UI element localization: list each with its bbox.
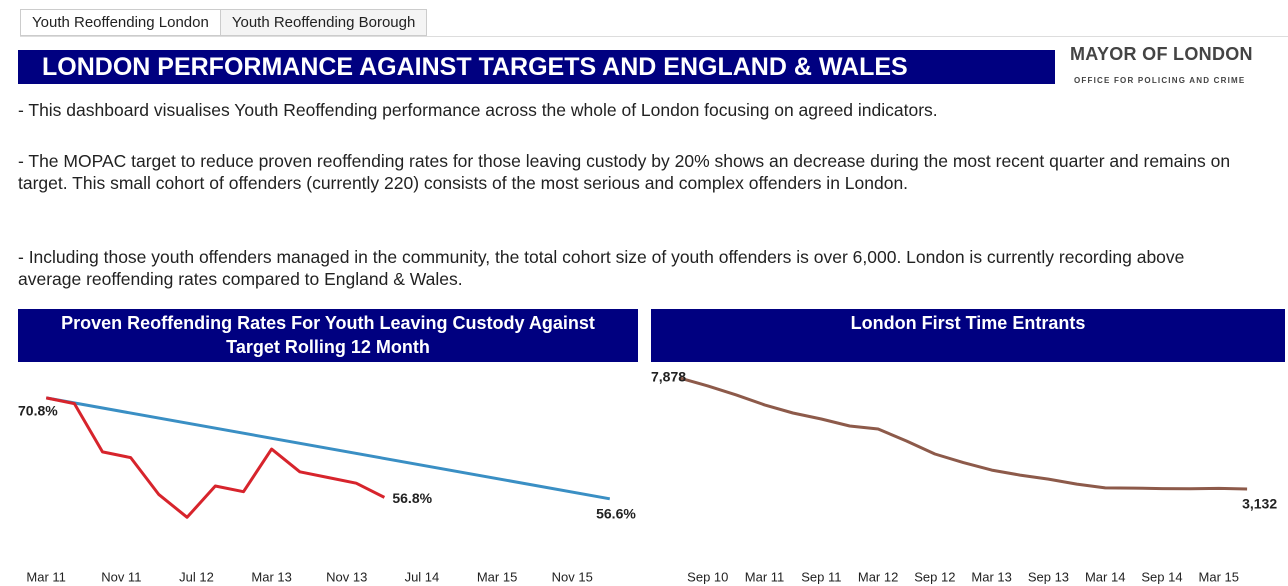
line-series <box>45 396 386 519</box>
x-tick-label: Mar 12 <box>858 569 898 584</box>
header-title: LONDON PERFORMANCE AGAINST TARGETS AND E… <box>18 50 1055 84</box>
x-tick-label: Mar 13 <box>251 569 291 584</box>
x-tick-label: Sep 11 <box>801 569 841 584</box>
x-tick-label: Mar 11 <box>26 569 66 584</box>
data-label: 7,878 <box>651 369 686 385</box>
tab-bar: Youth Reoffending London Youth Reoffendi… <box>20 9 428 36</box>
chart-title: Proven Reoffending Rates For Youth Leavi… <box>18 309 638 362</box>
x-tick-label: Jul 12 <box>179 569 214 584</box>
line-series <box>45 396 611 501</box>
tab-divider <box>20 36 1288 37</box>
line-series <box>678 376 1248 491</box>
x-tick-label: Nov 13 <box>326 569 367 584</box>
logo-name: MAYOR OF LONDON <box>1070 44 1253 64</box>
logo-subtitle: OFFICE FOR POLICING AND CRIME <box>1074 76 1246 85</box>
x-tick-label: Mar 14 <box>1085 569 1125 584</box>
tab[interactable]: Youth Reoffending London <box>20 9 221 36</box>
x-tick-label: Mar 13 <box>971 569 1011 584</box>
paragraph: - The MOPAC target to reduce proven reof… <box>18 151 1231 193</box>
x-tick-label: Sep 14 <box>1141 569 1182 584</box>
x-tick-label: Nov 11 <box>101 569 141 584</box>
data-label: 3,132 <box>1242 496 1277 512</box>
x-tick-label: Mar 15 <box>1199 569 1239 584</box>
x-tick-label: Sep 12 <box>914 569 955 584</box>
x-tick-label: Mar 15 <box>477 569 517 584</box>
chart-title: London First Time Entrants <box>651 309 1285 362</box>
paragraph: - This dashboard visualises Youth Reoffe… <box>18 100 938 120</box>
data-label: 56.8% <box>392 490 432 506</box>
x-tick-label: Jul 14 <box>405 569 440 584</box>
data-label: 56.6% <box>596 506 636 522</box>
paragraph: - Including those youth offenders manage… <box>18 247 1185 289</box>
x-tick-label: Mar 11 <box>745 569 785 584</box>
x-tick-label: Nov 15 <box>552 569 593 584</box>
x-tick-label: Sep 13 <box>1028 569 1069 584</box>
data-label: 70.8% <box>18 403 58 419</box>
x-tick-label: Sep 10 <box>687 569 728 584</box>
tab[interactable]: Youth Reoffending Borough <box>219 9 428 36</box>
